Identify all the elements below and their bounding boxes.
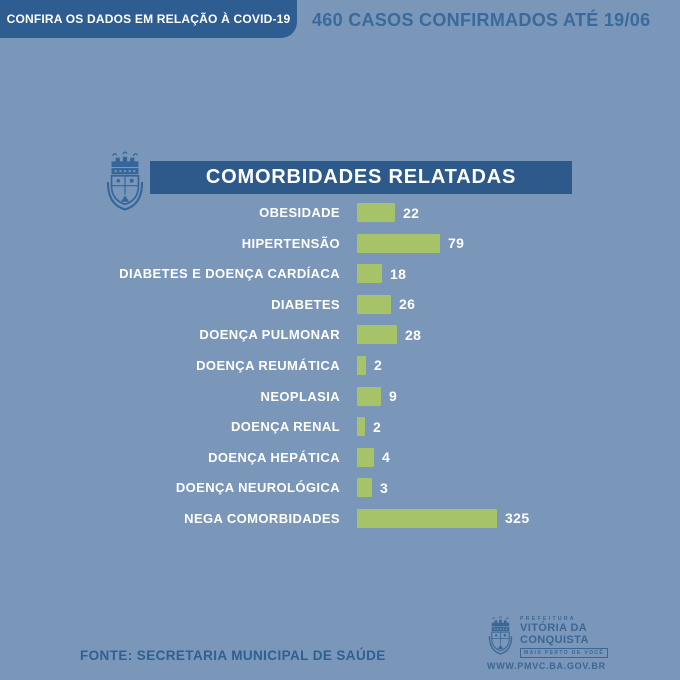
bar	[357, 355, 366, 375]
bar-area: 79	[357, 233, 465, 253]
category-label: DOENÇA HEPÁTICA	[208, 449, 340, 465]
bar	[357, 447, 374, 467]
category-label: DIABETES	[271, 296, 340, 312]
bar-area: 2	[357, 417, 382, 437]
category-label: DOENÇA NEUROLÓGICA	[175, 480, 340, 496]
bar-area: 2	[357, 355, 383, 375]
header-badge: CONFIRA OS DADOS EM RELAÇÃO À COVID-19	[0, 0, 297, 38]
bar-value: 28	[405, 326, 422, 343]
bar	[357, 508, 497, 528]
bar	[357, 233, 440, 253]
chart-title-bar: COMORBIDADES RELATADAS	[150, 161, 572, 194]
bar-value: 9	[389, 388, 398, 405]
bar-value: 3	[380, 479, 389, 496]
bar	[357, 325, 397, 345]
bar-value: 325	[505, 510, 530, 527]
bar-area: 325	[357, 508, 530, 528]
city-crest-small-icon	[487, 616, 514, 655]
bar	[357, 478, 372, 498]
chart-title: COMORBIDADES RELATADAS	[205, 166, 517, 188]
brand-name-line1: VITÓRIA DA	[520, 622, 588, 634]
category-label: DOENÇA RENAL	[230, 419, 340, 435]
category-label: DIABETES E DOENÇA CARDÍACA	[119, 266, 340, 282]
brand-pretitle: PREFEITURA	[520, 616, 576, 622]
bar-area: 28	[357, 325, 422, 345]
bar	[357, 386, 381, 406]
header-badge-label: CONFIRA OS DADOS EM RELAÇÃO À COVID-19	[6, 12, 291, 26]
bar-area: 3	[357, 478, 389, 498]
category-label: OBESIDADE	[259, 205, 340, 220]
confirmed-cases-text: 460 CASOS CONFIRMADOS ATÉ 19/06	[312, 9, 651, 30]
chart-row: NEGA COMORBIDADES 325	[0, 508, 680, 528]
bar	[357, 417, 365, 437]
chart-row: NEOPLASIA 9	[0, 386, 680, 406]
chart-row: HIPERTENSÃO 79	[0, 233, 680, 253]
chart-rows: OBESIDADE 22 HIPERTENSÃO 79 DIABETES E DOENÇ…	[0, 203, 680, 528]
chart-row: DOENÇA HEPÁTICA 4	[0, 447, 680, 467]
bar-area: 18	[357, 264, 407, 284]
category-label: DOENÇA REUMÁTICA	[196, 357, 340, 373]
bar-value: 2	[373, 418, 382, 435]
bar-value: 22	[403, 204, 420, 221]
chart-row: DOENÇA PULMONAR 28	[0, 325, 680, 345]
chart-row: OBESIDADE 22	[0, 203, 680, 222]
chart-row: DOENÇA NEUROLÓGICA 3	[0, 478, 680, 498]
data-source-text: FONTE: SECRETARIA MUNICIPAL DE SAÚDE	[80, 648, 386, 663]
chart-row: DOENÇA REUMÁTICA 2	[0, 355, 680, 375]
chart-row: DIABETES E DOENÇA CARDÍACA 18	[0, 264, 680, 284]
bar-value: 4	[382, 449, 391, 466]
confirmed-cases-headline: 460 CASOS CONFIRMADOS ATÉ 19/06	[312, 0, 650, 40]
bar-value: 26	[399, 296, 416, 313]
bar-value: 2	[374, 357, 383, 374]
bar	[357, 203, 395, 222]
website-url: WWW.PMVC.BA.GOV.BR	[487, 661, 606, 672]
city-crest-icon	[104, 151, 146, 211]
category-label: HIPERTENSÃO	[241, 235, 340, 251]
bar-area: 22	[357, 203, 419, 222]
bar-area: 9	[357, 386, 398, 406]
brand-tagline: MAIS PERTO DE VOCÊ	[520, 648, 609, 659]
brand-name-line2: CONQUISTA	[520, 633, 589, 646]
category-label: NEOPLASIA	[260, 388, 340, 404]
chart-row: DIABETES 26	[0, 294, 680, 314]
category-label: NEGA COMORBIDADES	[184, 510, 340, 526]
bar-value: 79	[448, 235, 465, 252]
category-label: DOENÇA PULMONAR	[199, 327, 340, 343]
chart-row: DOENÇA RENAL 2	[0, 417, 680, 437]
bar-area: 4	[357, 447, 391, 467]
bar	[357, 294, 391, 314]
bar-area: 26	[357, 294, 416, 314]
city-hall-logo: PREFEITURA VITÓRIA DA CONQUISTA MAIS PER…	[487, 616, 643, 671]
bar-value: 18	[390, 265, 407, 282]
bar	[357, 264, 382, 284]
